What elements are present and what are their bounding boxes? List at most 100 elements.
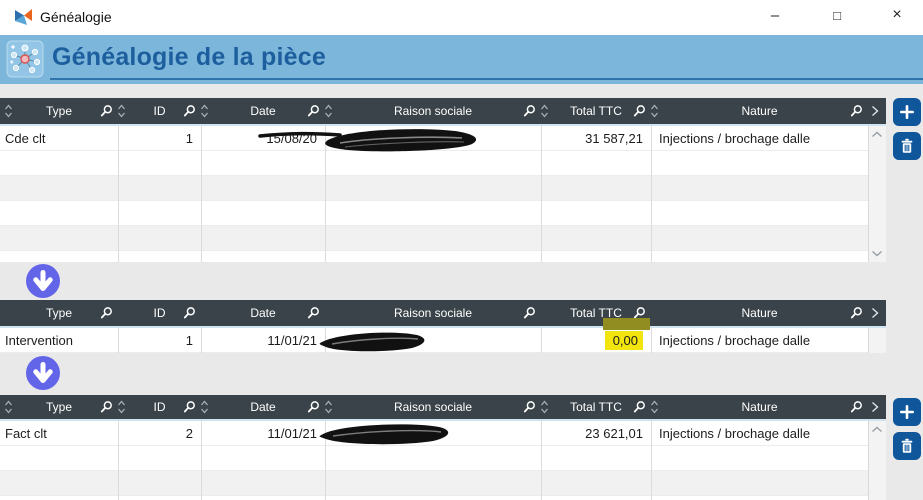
column-header-id[interactable]: ID xyxy=(118,395,208,419)
column-header-nature[interactable]: Nature xyxy=(651,98,879,124)
sort-carets-icon[interactable] xyxy=(200,400,209,414)
column-label: Date xyxy=(250,104,276,118)
empty-row[interactable] xyxy=(0,496,868,500)
highlight-marker-over-header xyxy=(603,318,650,330)
window-title: Généalogie xyxy=(40,9,112,25)
search-icon[interactable] xyxy=(523,105,536,118)
search-icon[interactable] xyxy=(183,105,196,118)
search-icon[interactable] xyxy=(183,307,196,320)
search-icon[interactable] xyxy=(100,307,113,320)
search-icon[interactable] xyxy=(307,307,320,320)
column-label: Total TTC xyxy=(570,400,622,414)
add-button[interactable] xyxy=(893,398,921,426)
column-header-date[interactable]: Date xyxy=(201,300,325,326)
chevron-right-icon[interactable] xyxy=(871,105,879,117)
empty-row[interactable] xyxy=(0,201,868,226)
delete-button[interactable] xyxy=(893,132,921,160)
search-icon[interactable] xyxy=(633,307,646,320)
chevron-right-icon[interactable] xyxy=(871,401,879,413)
empty-row[interactable] xyxy=(0,471,868,496)
search-icon[interactable] xyxy=(523,401,536,414)
column-header-total-ttc[interactable]: Total TTC xyxy=(541,300,651,326)
empty-row[interactable] xyxy=(0,446,868,471)
empty-row[interactable] xyxy=(0,251,868,262)
column-label: Total TTC xyxy=(570,306,622,320)
column-header-id[interactable]: ID xyxy=(118,300,201,326)
search-icon[interactable] xyxy=(523,307,536,320)
search-icon[interactable] xyxy=(850,105,863,118)
search-icon[interactable] xyxy=(850,307,863,320)
column-divider xyxy=(201,421,202,500)
table-row[interactable]: Cde clt 1 15/08/20 31 587,21 Injections … xyxy=(0,126,868,151)
delete-button[interactable] xyxy=(893,432,921,460)
search-icon[interactable] xyxy=(307,105,320,118)
column-divider xyxy=(118,328,119,353)
empty-row[interactable] xyxy=(0,176,868,201)
column-header-type[interactable]: Type xyxy=(0,300,118,326)
column-header-date[interactable]: Date xyxy=(201,395,332,419)
table-row[interactable]: Fact clt 2 11/01/21 23 621,01 Injections… xyxy=(0,421,868,446)
column-header-raison-sociale[interactable]: Raison sociale xyxy=(325,98,548,124)
cell-date: 11/01/21 xyxy=(267,425,317,441)
vertical-scrollbar[interactable] xyxy=(868,126,886,262)
add-button[interactable] xyxy=(893,98,921,126)
column-header-nature[interactable]: Nature xyxy=(651,300,879,326)
search-icon[interactable] xyxy=(633,401,646,414)
flow-down-button[interactable] xyxy=(26,356,60,390)
scroll-up-icon[interactable] xyxy=(871,426,883,433)
column-header-raison-sociale[interactable]: Raison sociale xyxy=(325,395,548,419)
sort-carets-icon[interactable] xyxy=(200,104,209,118)
maximize-button[interactable]: □ xyxy=(833,7,841,23)
column-header-total-ttc[interactable]: Total TTC xyxy=(541,98,658,124)
trash-icon xyxy=(901,138,913,153)
sort-carets-icon[interactable] xyxy=(650,400,659,414)
flow-down-button[interactable] xyxy=(26,264,60,298)
cell-date: 11/01/21 xyxy=(267,332,317,348)
plus-icon xyxy=(900,105,914,119)
sort-carets-icon[interactable] xyxy=(540,400,549,414)
scroll-down-icon[interactable] xyxy=(871,250,883,257)
empty-row[interactable] xyxy=(0,226,868,251)
search-icon[interactable] xyxy=(100,401,113,414)
scroll-up-icon[interactable] xyxy=(871,131,883,138)
vertical-scrollbar[interactable] xyxy=(868,328,886,353)
column-header-raison-sociale[interactable]: Raison sociale xyxy=(325,300,541,326)
table-row[interactable]: Intervention 1 11/01/21 0,00 Injections … xyxy=(0,328,868,353)
search-icon[interactable] xyxy=(183,401,196,414)
search-icon[interactable] xyxy=(633,105,646,118)
molecule-icon xyxy=(6,40,44,78)
minimize-button[interactable]: – xyxy=(770,6,780,24)
cell-id: 1 xyxy=(185,332,193,348)
column-label: ID xyxy=(153,306,166,320)
table-header: Type ID Date Raison sociale Total TTC Na… xyxy=(0,300,886,328)
sort-carets-icon[interactable] xyxy=(4,104,13,118)
sort-carets-icon[interactable] xyxy=(117,104,126,118)
sort-carets-icon[interactable] xyxy=(540,104,549,118)
cell-type: Cde clt xyxy=(5,130,46,146)
sort-carets-icon[interactable] xyxy=(324,104,333,118)
column-header-nature[interactable]: Nature xyxy=(651,395,879,419)
column-label: Raison sociale xyxy=(393,104,473,118)
sort-carets-icon[interactable] xyxy=(650,104,659,118)
column-divider xyxy=(118,421,119,500)
column-divider xyxy=(325,421,326,500)
close-button[interactable]: × xyxy=(892,6,902,23)
column-header-id[interactable]: ID xyxy=(118,98,208,124)
search-icon[interactable] xyxy=(100,105,113,118)
column-divider xyxy=(201,328,202,353)
column-header-date[interactable]: Date xyxy=(201,98,332,124)
column-label: ID xyxy=(153,400,166,414)
column-label: Nature xyxy=(741,306,778,320)
column-header-total-ttc[interactable]: Total TTC xyxy=(541,395,658,419)
search-icon[interactable] xyxy=(307,401,320,414)
sort-carets-icon[interactable] xyxy=(117,400,126,414)
empty-row[interactable] xyxy=(0,151,868,176)
column-divider xyxy=(541,126,542,262)
column-header-type[interactable]: Type xyxy=(0,98,125,124)
search-icon[interactable] xyxy=(850,401,863,414)
chevron-right-icon[interactable] xyxy=(871,307,879,319)
column-header-type[interactable]: Type xyxy=(0,395,125,419)
sort-carets-icon[interactable] xyxy=(4,400,13,414)
vertical-scrollbar[interactable] xyxy=(868,421,886,500)
sort-carets-icon[interactable] xyxy=(324,400,333,414)
